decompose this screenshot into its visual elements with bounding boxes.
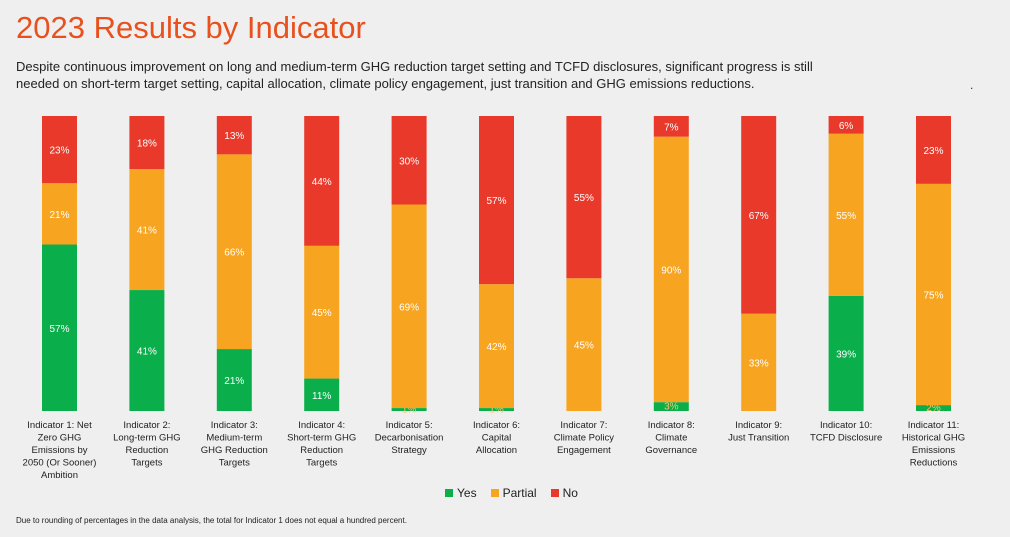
bar-yes-4 bbox=[304, 378, 340, 411]
category-label-8: Indicator 8: Climate Governance bbox=[645, 420, 697, 456]
bar-yes-10 bbox=[828, 295, 864, 411]
subtitle-line-2: needed on short-term target setting, cap… bbox=[16, 76, 755, 91]
bar-yes-3 bbox=[216, 349, 252, 411]
category-label-5: Indicator 5: Decarbonisation Strategy bbox=[375, 420, 444, 456]
legend-item-partial: Partial bbox=[490, 486, 537, 500]
bar-partial-6 bbox=[479, 284, 514, 409]
data-label-no-5: 30% bbox=[399, 156, 419, 167]
bar-no-6 bbox=[479, 116, 514, 285]
bar-yes-6 bbox=[479, 408, 514, 411]
bar-partial-2 bbox=[129, 169, 165, 291]
data-label-yes-1: 57% bbox=[49, 324, 69, 335]
data-label-partial-6: 42% bbox=[486, 342, 506, 353]
data-label-partial-7: 45% bbox=[574, 341, 594, 352]
data-label-partial-1: 21% bbox=[49, 210, 69, 221]
legend-label-no: No bbox=[562, 486, 578, 500]
legend-swatch-no bbox=[550, 489, 559, 497]
bar-partial-5 bbox=[391, 204, 427, 409]
bar-partial-1 bbox=[42, 183, 77, 245]
stray-dot: . bbox=[970, 78, 974, 92]
bar-no-7 bbox=[566, 116, 602, 279]
data-label-no-3: 13% bbox=[224, 131, 244, 142]
data-label-partial-8: 90% bbox=[661, 265, 681, 276]
legend-swatch-partial bbox=[490, 489, 499, 497]
data-label-yes-8: 3% bbox=[664, 402, 679, 413]
bar-partial-9 bbox=[741, 313, 777, 411]
legend-swatch-yes bbox=[445, 489, 453, 497]
data-label-partial-10: 55% bbox=[836, 211, 856, 222]
bar-no-8 bbox=[653, 116, 689, 137]
data-label-partial-5: 69% bbox=[399, 302, 419, 313]
bar-yes-5 bbox=[391, 408, 427, 411]
bar-partial-10 bbox=[828, 133, 864, 296]
data-label-no-8: 7% bbox=[664, 122, 679, 133]
data-label-yes-5: 1% bbox=[402, 405, 417, 416]
category-label-3: Indicator 3: Medium-term GHG Reduction Targ… bbox=[201, 420, 268, 469]
data-label-no-10: 6% bbox=[839, 121, 854, 132]
bar-no-10 bbox=[828, 116, 864, 134]
data-label-no-11: 23% bbox=[923, 146, 943, 157]
bar-partial-7 bbox=[566, 278, 602, 411]
data-label-no-1: 23% bbox=[49, 146, 69, 157]
data-label-no-6: 57% bbox=[486, 196, 506, 207]
data-label-no-7: 55% bbox=[574, 193, 594, 204]
legend-item-yes: Yes bbox=[445, 486, 477, 500]
bar-no-4 bbox=[304, 116, 340, 246]
data-label-partial-11: 75% bbox=[923, 290, 943, 301]
bar-partial-11 bbox=[916, 183, 951, 406]
category-label-6: Indicator 6: Capital Allocation bbox=[473, 420, 520, 456]
data-label-no-9: 67% bbox=[749, 211, 769, 222]
bar-no-2 bbox=[129, 116, 165, 170]
bar-no-1 bbox=[42, 116, 77, 184]
subtitle-line-1: Despite continuous improvement on long a… bbox=[16, 59, 813, 74]
category-label-7: Indicator 7: Climate Policy Engagement bbox=[554, 420, 614, 456]
data-label-partial-9: 33% bbox=[749, 358, 769, 369]
data-label-no-2: 18% bbox=[137, 139, 157, 150]
data-label-yes-10: 39% bbox=[836, 349, 856, 360]
data-label-yes-11: 2% bbox=[926, 403, 941, 414]
category-label-2: Indicator 2: Long-term GHG Reduction Target… bbox=[113, 420, 181, 469]
bar-partial-4 bbox=[304, 245, 340, 379]
subtitle: Despite continuous improvement on long a… bbox=[16, 58, 916, 92]
data-label-partial-2: 41% bbox=[137, 226, 157, 237]
chart-legend: Yes Partial No bbox=[445, 486, 578, 500]
bar-yes-8 bbox=[653, 402, 689, 411]
category-label-1: Indicator 1: Net Zero GHG Emissions by 2050… bbox=[23, 420, 97, 481]
category-label-10: Indicator 10: TCFD Disclosure bbox=[810, 420, 882, 444]
data-label-partial-4: 45% bbox=[312, 308, 332, 319]
page-title: 2023 Results by Indicator bbox=[16, 10, 366, 45]
bar-yes-1 bbox=[42, 244, 77, 411]
data-label-yes-2: 41% bbox=[137, 347, 157, 358]
category-label-9: Indicator 9: Just Transition bbox=[728, 420, 789, 444]
legend-label-partial: Partial bbox=[502, 486, 537, 500]
data-label-no-4: 44% bbox=[312, 177, 332, 188]
data-label-yes-3: 21% bbox=[224, 376, 244, 387]
bar-no-5 bbox=[391, 116, 427, 205]
bar-no-3 bbox=[216, 116, 252, 155]
bar-no-11 bbox=[916, 116, 951, 184]
bar-partial-3 bbox=[216, 154, 252, 350]
data-label-yes-6: 1% bbox=[489, 405, 504, 416]
category-label-11: Indicator 11: Historical GHG Emissions Redu… bbox=[902, 420, 965, 469]
footnote: Due to rounding of percentages in the da… bbox=[16, 516, 407, 525]
bar-yes-2 bbox=[129, 290, 165, 411]
category-label-4: Indicator 4: Short-term GHG Reduction Targe… bbox=[287, 420, 356, 469]
data-label-partial-3: 66% bbox=[224, 248, 244, 259]
bar-partial-8 bbox=[653, 136, 689, 403]
legend-label-yes: Yes bbox=[457, 486, 477, 500]
bar-no-9 bbox=[741, 116, 777, 314]
data-label-yes-4: 11% bbox=[312, 391, 331, 402]
bar-yes-11 bbox=[916, 405, 951, 411]
legend-item-no: No bbox=[550, 486, 578, 500]
